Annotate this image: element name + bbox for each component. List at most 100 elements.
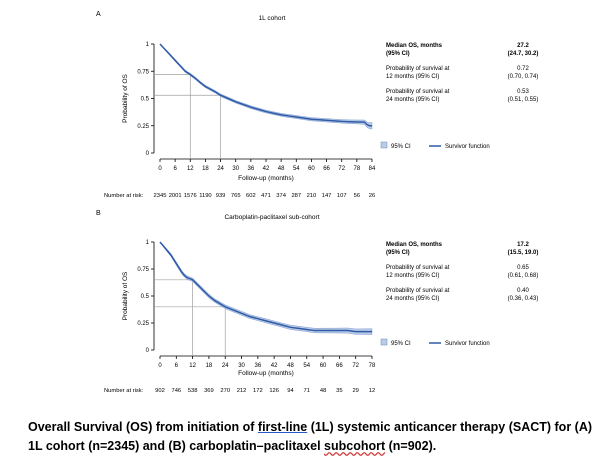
- panel-b-y-tick-label: 0.5: [141, 294, 150, 300]
- panel-a-x-tick-label: 66: [323, 166, 330, 172]
- panel-a-x-tick-label: 36: [248, 166, 255, 172]
- panel-b-median-os-ci: (15.5, 19.0): [508, 250, 539, 256]
- panel-b-stats-row2-label: Probability of survival at: [386, 288, 450, 294]
- panel-a-y-tick-label: 0: [146, 151, 150, 157]
- panel-a-at-risk-value: 56: [354, 193, 360, 199]
- panel-a-at-risk-value: 107: [337, 193, 347, 199]
- panel-b-letter: B: [96, 210, 101, 217]
- panel-b-at-risk-value: 538: [188, 388, 198, 394]
- panel-b-at-risk-value: 172: [253, 388, 263, 394]
- panel-b-y-tick-label: 0.25: [137, 321, 149, 327]
- panel-b-x-tick-label: 12: [189, 363, 196, 369]
- figure-panel-a: A 1L cohort 0 0.25 0.5 0.75 1 Probability of OS…: [0, 0, 611, 215]
- panel-b-x-tick-label: 30: [238, 363, 245, 369]
- panel-a-y-tick-label: 0.25: [137, 124, 149, 130]
- panel-b-stats-header-label: Median OS, months: [386, 242, 443, 248]
- panel-a-y-tick-label: 0.75: [137, 69, 149, 75]
- panel-a-x-axis-label: Follow-up (months): [238, 175, 294, 182]
- panel-b-x-tick-label: 42: [271, 363, 278, 369]
- panel-a-y-tick-label: 0.5: [141, 97, 150, 103]
- panel-b-stats-header-sub: (95% CI): [386, 250, 410, 256]
- panel-b-surv-12m-value: 0.65: [517, 265, 529, 271]
- panel-a-x-tick-label: 84: [369, 166, 376, 172]
- panel-a-x-tick-label: 6: [173, 166, 177, 172]
- panel-a-x-tick-label: 54: [293, 166, 300, 172]
- panel-a-x-tick-label: 72: [338, 166, 345, 172]
- panel-a-x-tick-label: 42: [263, 166, 270, 172]
- panel-a-surv-24m-value: 0.53: [517, 89, 529, 95]
- panel-b-y-tick-label: 0: [146, 348, 150, 354]
- panel-a-median-os-value: 27.2: [517, 43, 529, 49]
- panel-b-x-axis-label: Follow-up (months): [238, 370, 294, 377]
- panel-b-title: Carboplatin-paclitaxel sub-cohort: [224, 214, 319, 221]
- panel-b-at-risk-value: 212: [237, 388, 247, 394]
- panel-a-at-risk-value: 602: [246, 193, 256, 199]
- panel-b-at-risk-value: 29: [352, 388, 358, 394]
- panel-b-legend-ci-swatch: [380, 338, 388, 346]
- panel-a-y-axis-label: Probability of OS: [122, 73, 129, 122]
- panel-b-legend-line-label: Survivor function: [445, 341, 490, 347]
- panel-a-x-tick-label: 0: [158, 166, 162, 172]
- panel-b-x-tick-label: 72: [352, 363, 359, 369]
- panel-b-at-risk-value: 270: [220, 388, 230, 394]
- panel-a-stats-header-sub: (95% CI): [386, 51, 410, 57]
- panel-a-at-risk-value: 2001: [169, 193, 182, 199]
- panel-a-at-risk-value: 374: [276, 193, 286, 199]
- panel-b-surv-24m-value: 0.40: [517, 288, 529, 294]
- panel-b-x-tick-label: 48: [287, 363, 294, 369]
- panel-a-x-tick-label: 24: [217, 166, 224, 172]
- panel-b-risk-label: Number at risk:: [104, 388, 144, 394]
- panel-b-at-risk-value: 746: [171, 388, 181, 394]
- panel-a-at-risk-value: 939: [216, 193, 226, 199]
- panel-b-at-risk-value: 94: [287, 388, 294, 394]
- figure-caption: Overall Survival (OS) from initiation of…: [28, 418, 598, 456]
- panel-b-x-tick-label: 18: [206, 363, 213, 369]
- panel-b-at-risk-value: 48: [320, 388, 326, 394]
- panel-b-x-tick-label: 36: [255, 363, 262, 369]
- panel-b-stats-row1-label: Probability of survival at: [386, 265, 450, 271]
- panel-b-x-tick-label: 6: [175, 363, 179, 369]
- panel-a-surv-24m-ci: (0.51, 0.55): [508, 97, 539, 103]
- panel-b-x-tick-label: 54: [303, 363, 310, 369]
- panel-a-x-tick-label: 12: [187, 166, 194, 172]
- panel-a-stats-row1-label: Probability of survival at: [386, 66, 450, 72]
- panel-a-at-risk-value: 147: [322, 193, 332, 199]
- panel-b-x-tick-label: 60: [320, 363, 327, 369]
- km-chart-a: A 1L cohort 0 0.25 0.5 0.75 1 Probability of OS…: [96, 11, 539, 199]
- panel-b-surv-24m-ci: (0.36, 0.43): [508, 296, 539, 302]
- panel-a-legend-ci-swatch: [380, 141, 388, 149]
- caption-part-1: Overall Survival (OS) from initiation of: [28, 420, 258, 434]
- panel-b-survival-curve: [159, 241, 372, 333]
- panel-b-surv-12m-ci: (0.61, 0.68): [508, 273, 539, 279]
- panel-a-at-risk-value: 210: [307, 193, 317, 199]
- panel-b-x-tick-label: 0: [158, 363, 162, 369]
- panel-a-stats-row1-sub: 12 months (95% CI): [386, 74, 439, 80]
- panel-a-surv-12m-ci: (0.70, 0.74): [508, 74, 539, 80]
- panel-b-legend-ci-label: 95% CI: [391, 341, 411, 347]
- panel-a-x-tick-label: 18: [202, 166, 209, 172]
- panel-b-y-tick-label: 1: [146, 240, 150, 246]
- panel-a-at-risk-value: 287: [291, 193, 301, 199]
- panel-a-at-risk-value: 471: [261, 193, 271, 199]
- panel-a-x-tick-label: 78: [354, 166, 361, 172]
- panel-b-median-os-value: 17.2: [517, 242, 529, 248]
- panel-a-surv-12m-value: 0.72: [517, 66, 529, 72]
- panel-a-at-risk-value: 1190: [199, 193, 211, 199]
- panel-a-legend-line-label: Survivor function: [445, 144, 490, 150]
- panel-a-ci-band: [159, 43, 373, 130]
- panel-b-at-risk-value: 902: [155, 388, 165, 394]
- panel-b-at-risk-value: 126: [269, 388, 279, 394]
- panel-a-x-tick-label: 48: [278, 166, 285, 172]
- panel-a-x-tick-label: 30: [232, 166, 239, 172]
- panel-a-risk-label: Number at risk:: [104, 193, 144, 199]
- panel-b-at-risk-value: 369: [204, 388, 214, 394]
- panel-a-title: 1L cohort: [259, 15, 286, 22]
- caption-first-line: first-line: [257, 420, 308, 434]
- panel-b-x-tick-label: 24: [222, 363, 229, 369]
- panel-a-y-tick-label: 1: [146, 42, 150, 48]
- panel-a-at-risk-value: 26: [369, 193, 375, 199]
- caption-subcohort: subcohort: [324, 439, 386, 453]
- panel-a-at-risk-value: 765: [231, 193, 241, 199]
- caption-part-3: (n=902).: [385, 439, 437, 453]
- panel-a-at-risk-value: 2345: [154, 193, 167, 199]
